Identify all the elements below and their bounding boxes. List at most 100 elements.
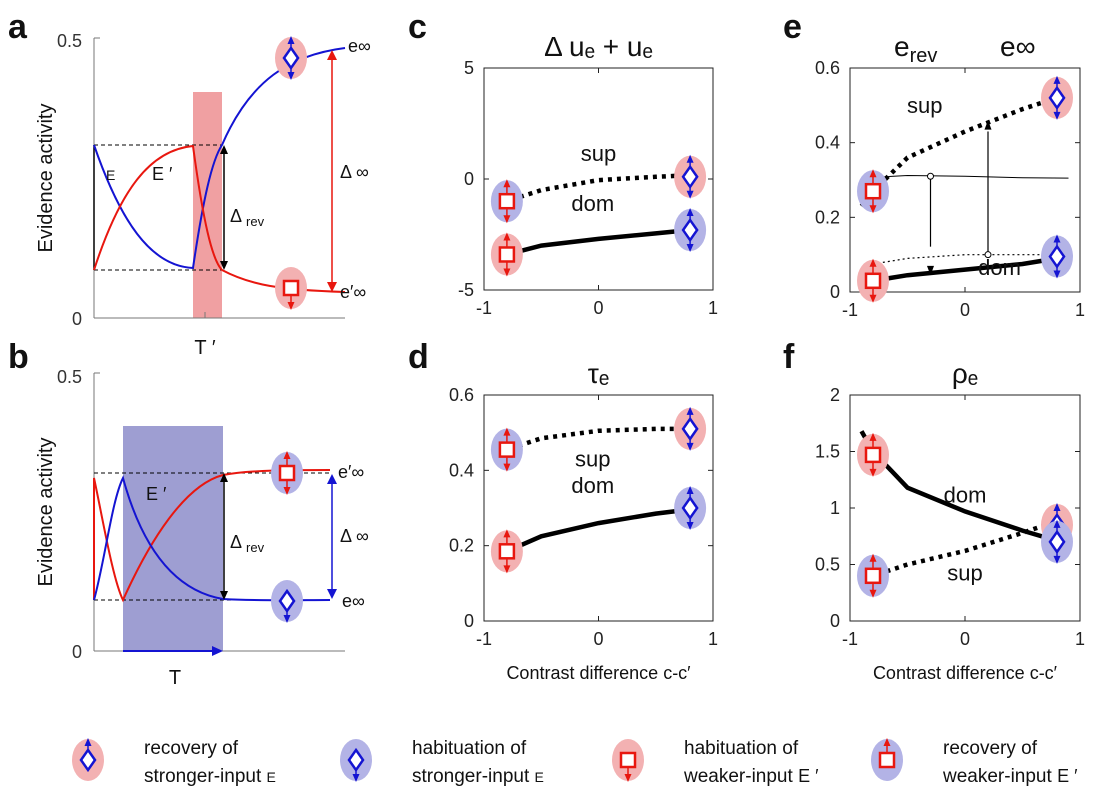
legend-line1: habituation of	[412, 738, 527, 759]
y-tick-label: 0.4	[815, 133, 840, 153]
chart-title: Δ uₑ + uₑ	[544, 31, 653, 62]
series-label-dom: dom	[944, 482, 987, 507]
x-tick-label: 0	[593, 629, 603, 649]
square-marker	[864, 446, 882, 464]
x-tick-label: 0	[593, 298, 603, 318]
y-tick-label: -5	[458, 280, 474, 300]
marker-a-square	[275, 267, 307, 310]
data-marker	[674, 406, 707, 451]
x-tick-label: 1	[1075, 629, 1085, 649]
series-thin-dotted	[872, 254, 1069, 265]
x-tick-label: 0	[960, 300, 970, 320]
time-label-b: T	[169, 667, 181, 689]
shade-rect-b	[123, 426, 223, 651]
data-marker	[1041, 519, 1073, 564]
legend-item: recovery of stronger-input E	[72, 738, 276, 787]
legend-item: habituation of stronger-input E	[340, 738, 544, 787]
diamond-marker	[681, 164, 699, 189]
data-marker	[490, 529, 523, 574]
data-marker	[857, 258, 889, 303]
square-marker	[878, 751, 896, 769]
y-tick-b-bottom: 0	[72, 642, 82, 662]
legend-line2: stronger-input E	[144, 766, 276, 787]
square-marker	[498, 246, 516, 263]
series-dom	[861, 254, 1069, 285]
legend-line2: weaker-input E ′	[942, 766, 1078, 787]
panel-letter-c: c	[408, 8, 427, 46]
chart-title-left: erev	[894, 31, 937, 67]
eprime-inf-a: e′∞	[340, 282, 366, 302]
data-marker	[490, 427, 523, 472]
data-marker	[490, 232, 523, 277]
x-tick-label: -1	[476, 629, 492, 649]
series-label-dom: dom	[571, 473, 614, 498]
chart-title-right: e∞	[1000, 31, 1036, 62]
legend-item: habituation of weaker-input E ′	[612, 738, 819, 787]
eprime-inf-b: e′∞	[338, 462, 364, 482]
diamond-marker	[1048, 244, 1066, 269]
y-tick-label: 5	[464, 58, 474, 78]
y-tick-label: 0	[830, 611, 840, 631]
diamond-marker	[282, 45, 300, 71]
x-tick-label: -1	[842, 629, 858, 649]
x-tick-label: -1	[842, 300, 858, 320]
time-label-a: T ′	[194, 337, 215, 359]
x-axis-label: Contrast difference c-c′	[873, 663, 1058, 683]
chart-c: 5 0 -5-1 0 1 Δ uₑ + uₑ sup dom	[458, 31, 718, 318]
diamond-marker	[1048, 85, 1066, 111]
panel-letter-a: a	[8, 8, 28, 46]
legend-line1: recovery of	[943, 738, 1038, 759]
diamond-marker	[681, 495, 699, 521]
diamond-marker	[681, 416, 699, 442]
y-tick-a-bottom: 0	[72, 309, 82, 329]
diamond-marker	[79, 747, 97, 773]
series-dom	[494, 226, 702, 264]
marker-b-square	[271, 451, 303, 495]
x-tick-label: 0	[960, 629, 970, 649]
x-tick-label: -1	[476, 298, 492, 318]
x-axis-label: Contrast difference c-c′	[506, 663, 691, 683]
marker-a-diamond	[275, 36, 307, 80]
y-label-a: Evidence activity	[35, 104, 57, 253]
chart-title: ρₑ	[952, 358, 978, 389]
diamond-marker	[347, 747, 365, 773]
series-dom	[494, 505, 702, 560]
data-marker	[857, 169, 889, 214]
diamond-marker	[278, 588, 296, 614]
square-marker	[498, 192, 516, 210]
square-marker	[498, 441, 516, 458]
square-marker	[498, 543, 516, 560]
data-marker	[857, 553, 889, 598]
series-label-sup: sup	[947, 560, 982, 585]
y-tick-label: 0.2	[449, 536, 474, 556]
diamond-marker	[681, 217, 699, 243]
series-label-dom: dom	[978, 255, 1021, 280]
data-marker	[490, 179, 523, 224]
panel-letter-d: d	[408, 338, 429, 376]
e-inf-a: e∞	[348, 36, 371, 56]
series-thin	[861, 174, 1069, 179]
data-marker	[1041, 75, 1073, 120]
y-tick-label: 1.5	[815, 442, 840, 462]
x-tick-label: 1	[1075, 300, 1085, 320]
y-tick-label: 0.2	[815, 207, 840, 227]
diamond-marker	[1048, 529, 1066, 555]
legend-item: recovery of weaker-input E ′	[871, 738, 1078, 787]
marker-b-diamond	[271, 580, 303, 623]
y-tick-label: 1	[830, 498, 840, 518]
panel-letter-b: b	[8, 338, 29, 376]
series-sup	[859, 91, 1070, 208]
e-inf-b: e∞	[342, 591, 365, 611]
curve-Eprime-a	[93, 144, 346, 293]
panel-letter-f: f	[783, 338, 795, 376]
series-label-sup: sup	[575, 447, 610, 472]
x-tick-label: 1	[708, 298, 718, 318]
